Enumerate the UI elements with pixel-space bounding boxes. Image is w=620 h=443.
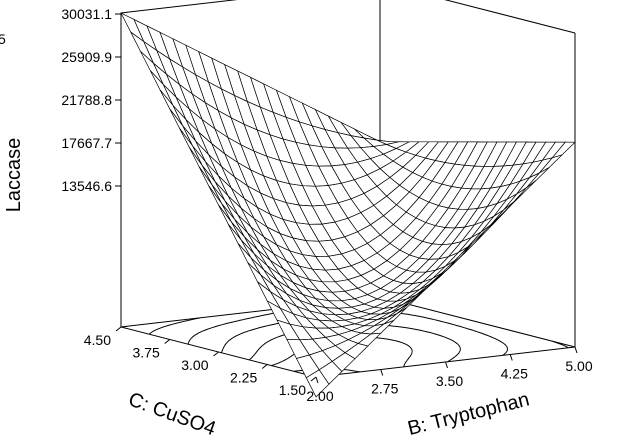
- z-tick-label: 21788.8: [61, 92, 112, 108]
- frame-top-back-right: [444, 0, 576, 34]
- y-axis-ticks: 1.50 2.25 3.00 3.75 4.50: [84, 326, 317, 398]
- x-axis-title: B: Tryptophan: [405, 388, 531, 439]
- y-tick-label: 1.50: [279, 382, 306, 398]
- frame-floor-back-right: [379, 296, 576, 348]
- x-axis-ticks: 2.00 2.75 3.50 4.25 5.00: [306, 346, 593, 404]
- z-tick-label: 13546.6: [61, 178, 112, 194]
- y-tick-mark: [213, 351, 219, 357]
- z-tick-label: 30031.1: [61, 6, 112, 22]
- y-tick-label: 4.50: [84, 332, 111, 348]
- z-tick-label: 17667.7: [61, 135, 112, 151]
- y-axis-title: C: CuSO4: [125, 388, 218, 440]
- z-axis-title: Laccase: [3, 138, 25, 213]
- x-tick-mark: [445, 361, 448, 369]
- y-tick-mark: [261, 364, 268, 369]
- x-tick-mark: [315, 376, 319, 384]
- frame-top-back-left: [120, 0, 238, 14]
- x-tick-label: 3.50: [436, 373, 463, 389]
- x-tick-label: 2.75: [371, 381, 398, 397]
- x-tick-label: 2.00: [306, 388, 333, 404]
- contour-line: [148, 317, 200, 335]
- y-tick-label: 2.25: [230, 370, 257, 386]
- x-tick-mark: [380, 369, 384, 376]
- surface-cell: [305, 369, 330, 398]
- y-tick-mark: [310, 376, 317, 382]
- y-tick-label: 3.75: [133, 345, 160, 361]
- y-tick-mark: [164, 339, 171, 344]
- x-tick-label: 5.00: [565, 358, 592, 374]
- z-tick-label: 25909.9: [61, 49, 112, 65]
- y-tick-label: 3.00: [181, 357, 208, 373]
- x-tick-label: 4.25: [501, 366, 528, 382]
- clipped-left-label: 5: [0, 31, 6, 47]
- x-tick-mark: [509, 354, 513, 361]
- surface-mesh: [120, 12, 576, 398]
- y-tick-mark: [115, 326, 122, 332]
- x-tick-mark: [574, 346, 578, 354]
- z-axis-ticks: 13546.6 17667.7 21788.8 25909.9 30031.1: [61, 6, 121, 194]
